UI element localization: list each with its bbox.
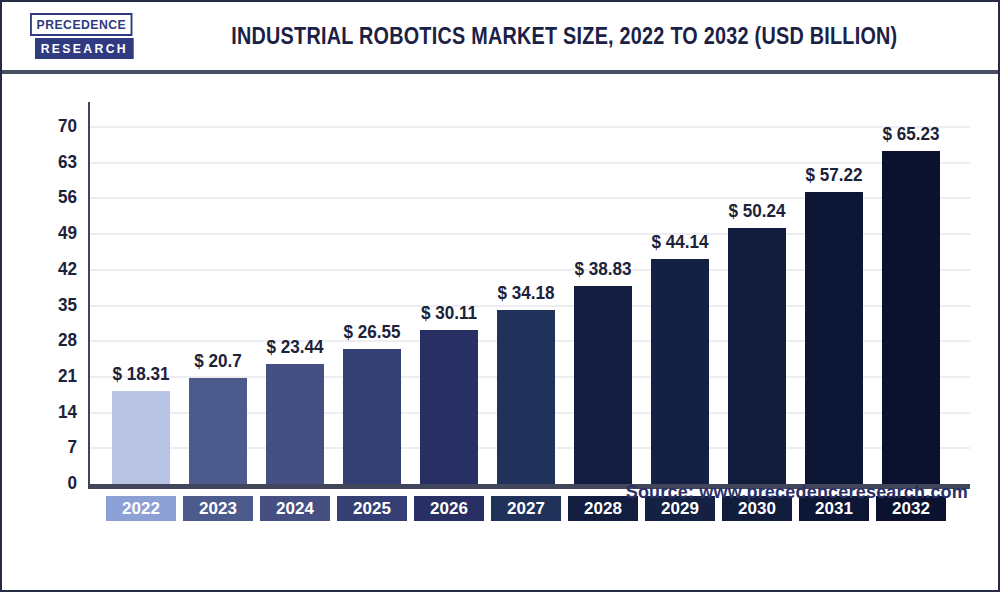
bar-value-label: $ 38.83 — [558, 258, 648, 280]
bar-value-label: $ 30.11 — [404, 302, 494, 324]
x-axis-label-2024: 2024 — [260, 496, 330, 521]
bar-2029 — [651, 259, 709, 484]
header: PRECEDENCE RESEARCH INDUSTRIAL ROBOTICS … — [2, 2, 998, 74]
y-axis-tick-label: 0 — [32, 472, 77, 494]
bar-2024 — [266, 364, 324, 484]
bar-2027 — [497, 310, 555, 484]
bar-value-label: $ 50.24 — [712, 200, 802, 222]
bar-2030 — [728, 228, 786, 484]
infographic-frame: PRECEDENCE RESEARCH INDUSTRIAL ROBOTICS … — [0, 0, 1000, 592]
y-axis-tick-label: 7 — [32, 436, 77, 458]
bar-value-label: $ 34.18 — [481, 282, 571, 304]
x-axis-label-2022: 2022 — [106, 496, 176, 521]
bar-value-label: $ 57.22 — [789, 164, 879, 186]
bar-2025 — [343, 349, 401, 484]
logo-text-precedence: PRECEDENCE — [30, 13, 133, 36]
y-axis-tick-label: 42 — [32, 258, 77, 280]
precedence-research-logo: PRECEDENCE RESEARCH — [30, 13, 130, 59]
gridline-70 — [90, 126, 970, 128]
chart-area: 07142128354249566370$ 18.312022$ 20.7202… — [2, 74, 998, 588]
y-axis-tick-label: 56 — [32, 186, 77, 208]
bar-2022 — [112, 391, 170, 484]
y-axis-tick-label: 21 — [32, 365, 77, 387]
bar-value-label: $ 44.14 — [635, 231, 725, 253]
y-axis-tick-label: 28 — [32, 329, 77, 351]
bar-2032 — [882, 151, 940, 484]
source-attribution: Source: www.precedenceresearch.com — [626, 482, 968, 503]
y-axis-tick-label: 63 — [32, 151, 77, 173]
x-axis-label-2026: 2026 — [414, 496, 484, 521]
x-axis-label-2023: 2023 — [183, 496, 253, 521]
bar-2026 — [420, 330, 478, 484]
bar-2028 — [574, 286, 632, 484]
bar-2031 — [805, 192, 863, 484]
bar-2023 — [189, 378, 247, 484]
y-axis-tick-label: 49 — [32, 222, 77, 244]
page-title: INDUSTRIAL ROBOTICS MARKET SIZE, 2022 TO… — [231, 23, 897, 50]
y-axis-tick-label: 14 — [32, 401, 77, 423]
x-axis-label-2027: 2027 — [491, 496, 561, 521]
y-axis-tick-label: 70 — [32, 115, 77, 137]
bar-value-label: $ 26.55 — [327, 321, 417, 343]
bar-value-label: $ 65.23 — [866, 123, 956, 145]
y-axis-tick-label: 35 — [32, 294, 77, 316]
logo-text-research: RESEARCH — [35, 38, 134, 59]
y-axis-line — [88, 102, 90, 489]
title-wrap: INDUSTRIAL ROBOTICS MARKET SIZE, 2022 TO… — [130, 23, 998, 50]
x-axis-label-2025: 2025 — [337, 496, 407, 521]
